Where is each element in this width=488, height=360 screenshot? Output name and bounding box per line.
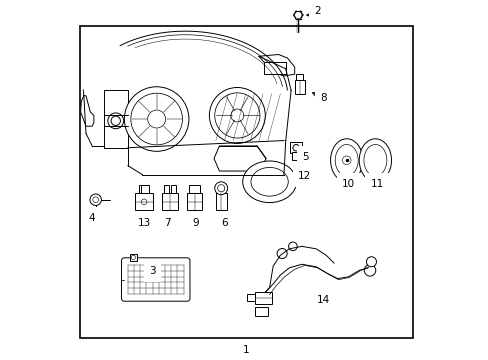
Text: 13: 13	[137, 218, 150, 228]
Bar	[255, 292, 272, 304]
Circle shape	[288, 242, 297, 251]
Bar	[296, 74, 303, 80]
Text: 9: 9	[192, 218, 199, 228]
Text: 6: 6	[221, 218, 227, 228]
Bar	[264, 62, 285, 74]
Bar	[290, 142, 301, 153]
Bar	[135, 193, 153, 211]
Circle shape	[124, 87, 188, 151]
Circle shape	[131, 93, 182, 145]
Text: 8: 8	[319, 93, 326, 103]
Circle shape	[292, 144, 299, 151]
Polygon shape	[214, 146, 265, 171]
Bar	[139, 185, 149, 193]
Ellipse shape	[242, 161, 296, 203]
Circle shape	[214, 182, 227, 195]
Text: 11: 11	[370, 179, 383, 189]
Bar	[291, 152, 300, 159]
Circle shape	[230, 109, 244, 122]
Bar	[163, 185, 169, 193]
Circle shape	[93, 197, 99, 203]
Circle shape	[131, 255, 135, 260]
Polygon shape	[104, 90, 128, 148]
Circle shape	[141, 199, 147, 205]
Circle shape	[366, 257, 376, 267]
FancyBboxPatch shape	[121, 258, 190, 301]
Text: 3: 3	[149, 266, 156, 276]
Text: 12: 12	[298, 171, 311, 181]
Circle shape	[214, 93, 260, 138]
Ellipse shape	[250, 167, 287, 196]
Text: 2: 2	[314, 6, 321, 17]
Bar	[189, 185, 200, 193]
Bar	[247, 294, 255, 301]
Circle shape	[90, 194, 101, 206]
Bar	[162, 193, 178, 211]
Circle shape	[108, 113, 123, 129]
Bar	[255, 307, 267, 316]
Text: 10: 10	[341, 179, 354, 189]
Circle shape	[217, 185, 224, 192]
Text: 7: 7	[164, 218, 170, 228]
Ellipse shape	[330, 139, 362, 182]
Circle shape	[111, 116, 120, 126]
Bar	[294, 80, 304, 94]
Bar	[129, 254, 137, 261]
Polygon shape	[258, 54, 294, 76]
Bar	[215, 193, 226, 211]
Circle shape	[277, 248, 286, 258]
Bar	[80, 26, 412, 338]
Text: 5: 5	[301, 152, 308, 162]
Text: 14: 14	[316, 295, 329, 305]
Circle shape	[364, 265, 375, 276]
Ellipse shape	[335, 144, 357, 176]
Circle shape	[294, 12, 301, 19]
Circle shape	[209, 87, 265, 143]
Circle shape	[342, 156, 350, 165]
Text: 1: 1	[243, 345, 249, 355]
Polygon shape	[81, 96, 94, 126]
Ellipse shape	[363, 144, 386, 176]
Ellipse shape	[359, 139, 391, 182]
Bar	[171, 185, 176, 193]
Bar	[187, 193, 202, 211]
Text: 4: 4	[89, 213, 95, 222]
Circle shape	[147, 110, 165, 128]
